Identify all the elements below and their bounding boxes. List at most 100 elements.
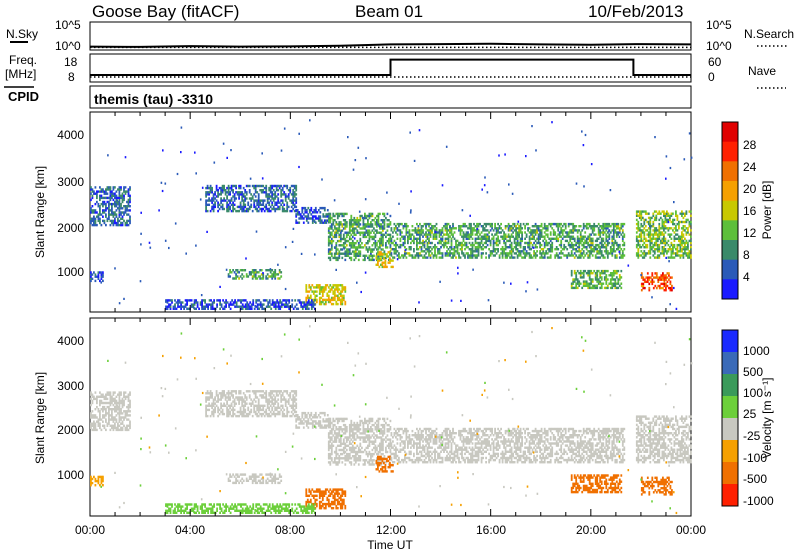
echo-cell (643, 280, 646, 283)
echo-cell (360, 290, 362, 294)
echo-cell (365, 246, 368, 249)
echo-cell (591, 229, 594, 232)
echo-cell (102, 410, 104, 413)
echo-cell (215, 199, 218, 202)
echo-cell (515, 235, 517, 238)
echo-cell (292, 193, 295, 196)
echo-cell (103, 405, 106, 409)
echo-cell (491, 252, 493, 255)
echo-cell (315, 300, 318, 304)
echo-cell (271, 390, 274, 393)
echo-cell (102, 475, 104, 479)
echo-cell (106, 401, 109, 405)
echo-cell (578, 256, 581, 259)
echo-cell (612, 282, 615, 285)
echo-cell (485, 241, 487, 245)
echo-cell (528, 227, 531, 230)
echo-cell (599, 276, 602, 279)
echo-cell (506, 246, 508, 249)
echo-cell (102, 202, 104, 206)
echo-cell (599, 241, 602, 245)
echo-cell (114, 424, 116, 427)
echo-cell (102, 190, 104, 193)
echo-cell (232, 406, 234, 409)
echo-cell (336, 298, 339, 302)
echo-cell (438, 233, 441, 236)
echo-cell (464, 256, 466, 259)
echo-cell (207, 307, 209, 310)
echo-cell (211, 406, 213, 409)
echo-cell (672, 248, 674, 251)
echo-cell (357, 221, 360, 224)
echo-cell (227, 189, 230, 192)
echo-cell (304, 303, 307, 306)
echo-cell (534, 239, 537, 243)
echo-cell (218, 412, 221, 416)
echo-cell (548, 222, 551, 226)
echo-cell (480, 241, 483, 245)
echo-cell (90, 403, 92, 407)
echo-cell (105, 397, 107, 401)
echo-cell (513, 239, 516, 243)
echo-cell (259, 189, 262, 192)
echo-cell (518, 241, 520, 245)
echo-cell (666, 214, 668, 217)
echo-cell (379, 244, 381, 247)
echo-cell (503, 233, 505, 236)
echo-cell (348, 248, 351, 251)
echo-cell (660, 274, 663, 277)
echo-cell (93, 414, 95, 417)
echo-cell (584, 225, 587, 228)
echo-cell (302, 221, 305, 224)
echo-cell (690, 220, 692, 224)
echo-cell (444, 241, 447, 245)
echo-cell (247, 207, 250, 211)
echo-cell (543, 225, 546, 228)
echo-cell (99, 424, 101, 427)
echo-cell (97, 477, 100, 481)
echo-cell (687, 246, 689, 249)
echo-cell (404, 254, 406, 257)
echo-cell (262, 191, 265, 194)
echo-cell (242, 406, 245, 409)
echo-cell (488, 256, 490, 259)
echo-cell (512, 235, 514, 238)
echo-cell (327, 250, 330, 253)
echo-cell (417, 256, 420, 259)
echo-cell (103, 219, 106, 223)
echo-cell (265, 269, 268, 272)
echo-cell (488, 231, 490, 234)
echo-cell (244, 203, 247, 206)
echo-cell (611, 250, 614, 253)
echo-cell (117, 393, 119, 396)
echo-cell (100, 399, 103, 403)
echo-cell (537, 239, 540, 243)
echo-cell (102, 273, 104, 276)
echo-cell (410, 209, 412, 212)
echo-cell (540, 256, 543, 259)
echo-cell (341, 286, 344, 289)
echo-cell (554, 256, 557, 259)
echo-cell (572, 286, 575, 290)
echo-cell (118, 202, 121, 206)
echo-cell (532, 246, 535, 249)
echo-cell (379, 223, 381, 226)
echo-cell (90, 484, 92, 487)
echo-cell (332, 239, 335, 243)
echo-cell (253, 201, 256, 204)
echo-cell (405, 256, 408, 259)
echo-cell (564, 222, 567, 226)
echo-cell (446, 254, 448, 257)
echo-cell (139, 280, 142, 283)
echo-cell (681, 210, 683, 213)
echo-cell (251, 184, 254, 188)
echo-cell (272, 199, 275, 202)
echo-cell (281, 209, 284, 213)
echo-cell (342, 223, 345, 226)
echo-cell (384, 265, 387, 269)
echo-cell (124, 416, 127, 419)
echo-cell (227, 203, 230, 206)
echo-cell (268, 305, 271, 308)
echo-cell (111, 205, 113, 208)
echo-cell (100, 475, 103, 479)
